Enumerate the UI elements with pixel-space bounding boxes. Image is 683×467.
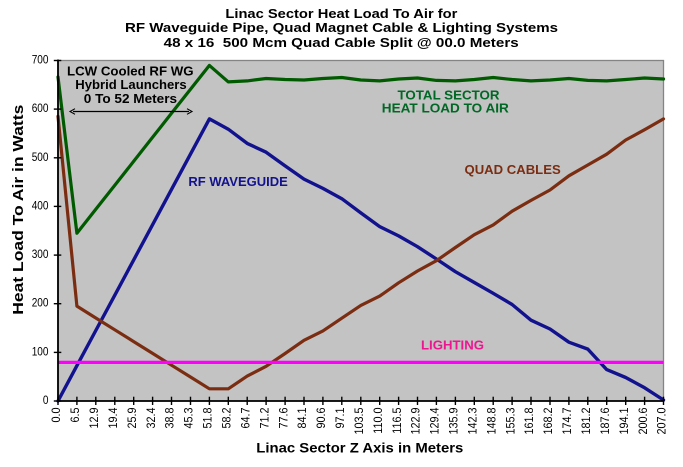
svg-text:181.2: 181.2: [579, 407, 593, 434]
svg-text:700: 700: [32, 53, 49, 67]
svg-text:0.0: 0.0: [49, 407, 63, 422]
svg-text:38.8: 38.8: [163, 407, 177, 428]
svg-text:58.2: 58.2: [220, 407, 234, 428]
svg-text:174.7: 174.7: [560, 407, 574, 434]
svg-text:77.6: 77.6: [276, 407, 290, 428]
svg-text:32.4: 32.4: [144, 407, 158, 428]
svg-text:300: 300: [32, 247, 49, 261]
svg-text:LCW Cooled RF WG: LCW Cooled RF WG: [67, 63, 194, 78]
svg-text:RF Waveguide Pipe, Quad Magnet: RF Waveguide Pipe, Quad Magnet Cable & L…: [125, 21, 558, 35]
svg-text:500: 500: [32, 150, 49, 164]
svg-text:155.3: 155.3: [503, 407, 517, 434]
svg-text:168.2: 168.2: [541, 407, 555, 434]
svg-text:207.0: 207.0: [655, 407, 669, 434]
svg-text:12.9: 12.9: [87, 407, 101, 428]
svg-text:129.4: 129.4: [428, 407, 442, 434]
svg-text:45.3: 45.3: [182, 407, 196, 428]
svg-text:RF WAVEGUIDE: RF WAVEGUIDE: [188, 174, 288, 189]
svg-text:Linac Sector Heat Load To Air: Linac Sector Heat Load To Air for: [225, 7, 457, 21]
svg-text:Linac Sector Z Axis in Meters: Linac Sector Z Axis in Meters: [256, 440, 463, 456]
svg-text:200.6: 200.6: [636, 407, 650, 434]
svg-text:6.5: 6.5: [68, 407, 82, 422]
svg-text:19.4: 19.4: [106, 407, 120, 428]
svg-text:110.0: 110.0: [371, 407, 385, 433]
svg-text:TOTAL SECTOR: TOTAL SECTOR: [398, 88, 501, 103]
svg-text:116.5: 116.5: [390, 407, 404, 433]
svg-text:51.8: 51.8: [201, 407, 215, 428]
svg-text:103.5: 103.5: [352, 407, 366, 434]
svg-text:90.6: 90.6: [314, 407, 328, 428]
svg-text:QUAD CABLES: QUAD CABLES: [465, 162, 562, 177]
svg-text:600: 600: [32, 101, 49, 115]
svg-text:400: 400: [32, 198, 49, 212]
svg-text:71.2: 71.2: [257, 407, 271, 428]
svg-text:LIGHTING: LIGHTING: [421, 338, 484, 353]
svg-text:84.1: 84.1: [295, 407, 309, 428]
svg-text:0: 0: [43, 393, 49, 407]
svg-text:Heat Load To Air in Watts: Heat Load To Air in Watts: [11, 105, 27, 315]
svg-text:25.9: 25.9: [125, 407, 139, 428]
svg-text:135.9: 135.9: [447, 407, 461, 434]
svg-text:194.1: 194.1: [617, 407, 631, 434]
svg-text:187.6: 187.6: [598, 407, 612, 434]
svg-text:97.1: 97.1: [333, 407, 347, 428]
svg-text:200: 200: [32, 296, 49, 310]
svg-text:0 To 52 Meters: 0 To 52 Meters: [84, 91, 177, 106]
svg-text:48 x 16 500 Mcm Quad Cable Sp: 48 x 16 500 Mcm Quad Cable Split @ 00.0 …: [164, 36, 519, 50]
svg-text:Hybrid Launchers: Hybrid Launchers: [75, 77, 186, 92]
svg-text:HEAT LOAD TO AIR: HEAT LOAD TO AIR: [382, 101, 510, 116]
svg-text:100: 100: [32, 344, 49, 358]
svg-text:142.3: 142.3: [466, 407, 480, 434]
svg-text:122.9: 122.9: [409, 407, 423, 434]
svg-text:64.7: 64.7: [238, 407, 252, 428]
svg-text:148.8: 148.8: [484, 407, 498, 434]
svg-text:161.8: 161.8: [522, 407, 536, 434]
